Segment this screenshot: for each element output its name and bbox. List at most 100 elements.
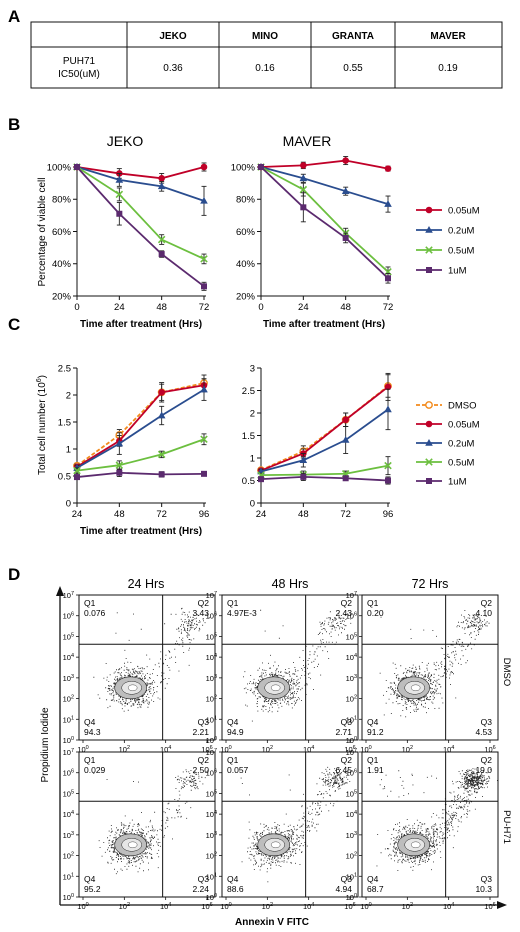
chart-b-jeko-series-005uM-line (76, 166, 205, 180)
flow-ytick: 100 (346, 893, 357, 902)
flow-ytick: 100 (63, 893, 74, 902)
chart-c-maver-series-005uM (257, 372, 392, 474)
chart-c-maver-series-02uM-point (341, 436, 350, 443)
flow-cytometry-grid: Q10.076Q23.43Q32.21Q494.3100101102103104… (56, 586, 507, 911)
flow-xtick: 102 (402, 745, 413, 754)
chart-c-maver-series-005uM-point (342, 416, 349, 424)
flow-xtick: 100 (220, 745, 231, 754)
flow-xtick: 102 (262, 902, 273, 911)
flow-col-48: 48 Hrs (272, 577, 309, 591)
flow-ytick: 107 (206, 748, 217, 757)
chart-c-jeko-xtick: 24 (72, 509, 83, 520)
chart-c-jeko-xlabel: Time after treatment (Hrs) (80, 526, 202, 537)
legend-b: 0.05uM 0.2uM 0.5uM 1uM (416, 205, 480, 276)
flow-ytick: 103 (346, 674, 357, 683)
flow-xtick: 106 (484, 902, 495, 911)
chart-b-maver-ytick: 100% (231, 162, 256, 173)
chart-c-maver-series-02uM (257, 388, 392, 475)
flow-quadrant-name: Q3 (198, 874, 210, 884)
legend-b-marker (425, 226, 433, 233)
flow-events (93, 769, 206, 875)
chart-c-maver-series-1uM-point (342, 475, 349, 482)
flow-ytick: 101 (346, 715, 357, 724)
flow-quadrant-value: 4.53 (475, 727, 492, 737)
chart-b-jeko-series-005uM-point (200, 163, 208, 171)
chart-c-jeko-ytick: 1.5 (58, 417, 71, 428)
flow-ytick: 105 (346, 789, 357, 798)
chart-c-jeko-xtick: 96 (199, 509, 210, 520)
chart-b-jeko-series-02uM-line (76, 166, 205, 202)
flow-xtick: 100 (77, 745, 88, 754)
chart-c-ylabel: Total cell number (106) (36, 375, 48, 475)
legend-b-marker (426, 267, 432, 273)
chart-c-maver-series-02uM-point (299, 456, 308, 464)
flow-ytick: 103 (206, 831, 217, 840)
chart-b-jeko-series-05uM-point (200, 255, 208, 263)
chart-c-jeko-series-005uM-point (158, 389, 165, 396)
flow-quadrant-value: 1.91 (367, 765, 384, 775)
chart-c-maver-ytick: 0.5 (242, 476, 255, 487)
flow-quadrant-value: 3.43 (192, 608, 209, 618)
chart-c-maver-series-005uM-point (384, 383, 392, 391)
chart-b-maver-series-02uM (257, 163, 392, 213)
legend-c-item-02uM: 0.2uM (416, 438, 474, 449)
flow-xtick: 106 (201, 902, 212, 911)
panel-letter-c: C (8, 315, 20, 334)
flow-quadrant-name: Q2 (341, 755, 353, 765)
legend-b-label: 0.2uM (448, 225, 474, 236)
flow-ylabel: Propidium Iodide (40, 707, 51, 782)
chart-c-jeko-xtick: 48 (114, 509, 125, 520)
flow-ytick: 104 (206, 810, 217, 819)
legend-c-marker (425, 439, 433, 446)
chart-c-maver-series-1uM-point (300, 473, 307, 480)
chart-c-jeko-ytick: 1 (66, 444, 71, 455)
flow-xtick: 102 (402, 902, 413, 911)
chart-b-jeko-ytick: 80% (52, 195, 72, 206)
legend-c: DMSO 0.05uM 0.2uM 0.5uM 1uM (416, 400, 480, 487)
chart-c-maver-xtick: 96 (383, 509, 394, 520)
chart-c-jeko-series-02uM-point (115, 439, 124, 447)
chart-c-maver-ytick: 1.5 (242, 431, 255, 442)
chart-b-maver-xtick: 72 (383, 302, 394, 313)
flow-ytick: 105 (206, 632, 217, 641)
chart-b-maver-series-02uM-point (384, 200, 392, 207)
chart-c-maver-ytick: 2.5 (242, 386, 255, 397)
flow-xtick: 102 (119, 745, 130, 754)
flow-ytick: 100 (63, 736, 74, 745)
legend-c-label: 1uM (448, 476, 467, 487)
chart-c-maver-ytick: 3 (250, 363, 255, 374)
flow-xtick: 100 (220, 902, 231, 911)
flow-quadrant-name: Q3 (341, 717, 353, 727)
chart-b-maver-series-005uM-line (260, 159, 389, 170)
chart-c-maver-series-1uM-point (385, 477, 391, 484)
flow-plot-frame (221, 594, 359, 741)
flow-xtick: 106 (344, 902, 355, 911)
chart-c-jeko-series-DMSO-line (76, 382, 205, 467)
chart-b-maver-series-05uM-line (260, 166, 389, 273)
chart-b-maver-series-05uM-point (299, 185, 308, 194)
chart-c-jeko-series-1uM (74, 468, 207, 481)
flow-quadrant-name: Q1 (227, 598, 239, 608)
chart-b-ylabel: Percentage of viable cell (37, 178, 48, 287)
flow-quadrant-name: Q2 (341, 598, 353, 608)
flow-ytick: 106 (63, 612, 74, 621)
chart-b-maver-xtick: 0 (258, 302, 263, 313)
chart-b-jeko-series-005uM (73, 162, 208, 184)
flow-col-72: 72 Hrs (412, 577, 449, 591)
flow-quadrant-value: 88.6 (227, 884, 244, 894)
table-row-label-2: IC50(uM) (58, 69, 100, 80)
flow-ytick: 106 (206, 769, 217, 778)
flow-ytick: 101 (346, 872, 357, 881)
chart-b-maver-series-1uM-point (385, 275, 391, 282)
legend-c-marker (425, 420, 433, 428)
flow-ytick: 101 (63, 715, 74, 724)
legend-b-item-05uM: 0.5uM (416, 245, 474, 256)
flow-quadrant-name: Q1 (84, 598, 96, 608)
flow-quadrant-value: 68.7 (367, 884, 384, 894)
flow-ytick: 102 (346, 695, 357, 704)
chart-c-maver-series-005uM-line (260, 386, 389, 472)
table-header-jeko: JEKO (159, 31, 186, 42)
flow-xtick: 106 (484, 745, 495, 754)
chart-b-maver-series-02uM-line (260, 166, 389, 205)
